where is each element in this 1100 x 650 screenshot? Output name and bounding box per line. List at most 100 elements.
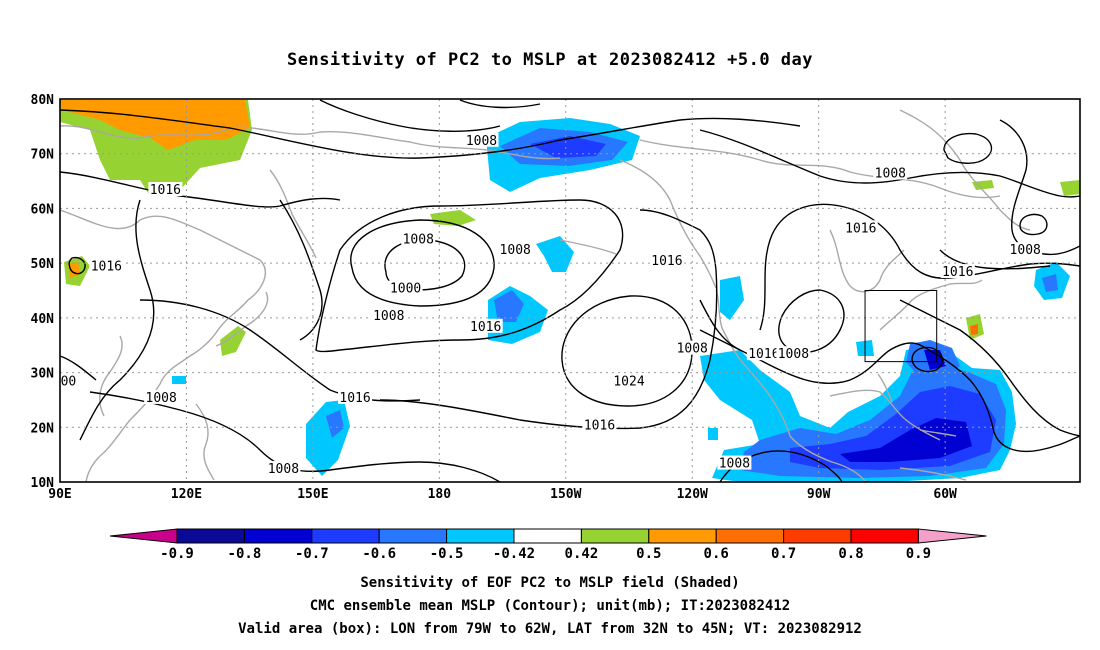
colorbar-label: 0.7 <box>771 546 796 562</box>
contour-label: 1008 <box>1010 243 1041 258</box>
colorbar-cell <box>648 528 717 544</box>
lat-tick-label: 20N <box>31 421 55 436</box>
lat-tick-label: 30N <box>31 367 55 382</box>
caption-line-3: Valid area (box): LON from 79W to 62W, L… <box>238 621 862 637</box>
contour-label: 1008 <box>875 167 906 182</box>
contour-label: 1008 <box>466 134 497 149</box>
map-frame <box>59 98 1081 483</box>
colorbar-cell <box>850 528 919 544</box>
contour-label-bg <box>776 346 811 361</box>
colorbar-cell <box>311 528 380 544</box>
contour-label: 1008 <box>778 347 809 362</box>
lon-tick-label: 120E <box>171 487 202 502</box>
negative-region-small-a <box>172 376 186 384</box>
lat-tick-label: 10N <box>31 476 55 491</box>
lat-tick-label: 60N <box>31 202 55 217</box>
lat-tick-label: 70N <box>31 148 55 163</box>
contour-high-1016 <box>379 209 718 430</box>
contour-1016-nam <box>759 203 1080 331</box>
contour-1016-north <box>60 171 341 208</box>
lat-tick-label: 80N <box>31 93 55 108</box>
colorbar-label: -0.8 <box>228 546 262 562</box>
contour-label-bg <box>148 182 183 197</box>
lon-tick-label: 90E <box>48 487 71 502</box>
coastline-mexico <box>789 435 867 482</box>
contour-label: 1008 <box>677 342 708 357</box>
colorbar-label: -0.7 <box>295 546 329 562</box>
contour-label: 1016 <box>150 183 181 198</box>
contour-label: 1008 <box>146 391 177 406</box>
contour-low-1016 <box>315 199 624 353</box>
positive-region-canada <box>1060 180 1080 196</box>
colorbar-high-arrow <box>917 528 987 544</box>
coastline-alaska <box>619 159 717 289</box>
colorbar-cell <box>176 528 245 544</box>
contour-label-bg <box>266 461 301 476</box>
coastline-japan <box>215 291 269 347</box>
contour-label: 1016 <box>651 254 682 269</box>
colorbar <box>109 528 987 544</box>
contour-label-bg <box>717 455 752 470</box>
negative-region-arctic-core <box>530 136 606 158</box>
coastline-south-america <box>899 467 967 481</box>
contour-label-bg <box>498 242 533 257</box>
contour-1016-baja <box>699 299 741 351</box>
colorbar-cell <box>243 528 313 544</box>
lat-tick-label: 40N <box>31 312 55 327</box>
contour-low-1008 <box>350 219 495 307</box>
contour-label-bg <box>582 417 617 432</box>
caption-line-1: Sensitivity of EOF PC2 to MSLP field (Sh… <box>360 575 740 591</box>
contour-1008-nam <box>699 329 1080 453</box>
latitude-tick-labels: 80N 70N 60N 50N 40N 30N 20N 10N <box>31 93 55 491</box>
colorbar-label: 0.6 <box>704 546 729 562</box>
negative-region-aleutian-core <box>494 290 524 322</box>
coastlines <box>60 109 1031 482</box>
contour-1008-labrador <box>999 119 1080 256</box>
colorbar-cell <box>580 528 650 544</box>
contour-labels: 1008 1008 1016 1008 1008 1016 1008 1016 1016 1000… <box>51 132 1043 477</box>
coastline-florida <box>877 373 893 403</box>
lon-tick-label: 60W <box>933 487 957 502</box>
contour-label: 1016 <box>470 320 501 335</box>
colorbar-label: -0.6 <box>362 546 396 562</box>
coastline-canada-north <box>639 139 1001 199</box>
contour-label-bg <box>940 264 975 279</box>
negative-region-west-pacific-core <box>326 410 344 438</box>
coastline-philippines <box>195 403 215 481</box>
coastline-asia-east <box>60 209 266 482</box>
contour-label: 1000 <box>390 282 421 297</box>
contour-1016-hudson <box>778 289 845 353</box>
contour-label-bg <box>371 307 406 322</box>
colorbar-label: -0.42 <box>493 546 535 562</box>
colorbar-label: -0.5 <box>430 546 464 562</box>
contour-label-bg <box>675 340 710 355</box>
colorbar-cell <box>715 528 785 544</box>
contour-label: 1024 <box>613 375 644 390</box>
coastline-china <box>99 335 123 417</box>
colorbar-label: 0.9 <box>906 546 931 562</box>
contour-1008-ne-atlantic <box>899 299 1080 437</box>
contour-label-bg <box>338 389 373 404</box>
contour-label: 1008 <box>403 232 434 247</box>
caption-line-2: CMC ensemble mean MSLP (Contour); unit(m… <box>309 598 791 614</box>
lat-tick-label: 50N <box>31 257 55 272</box>
valid-area-box <box>864 290 938 363</box>
contour-label: 00 <box>61 375 77 390</box>
contour-label-bg <box>1008 242 1043 257</box>
contour-high-atlantic <box>1019 213 1048 236</box>
longitude-tick-labels: 90E 120E 150E 180 150W 120W 90W 60W <box>48 487 957 502</box>
colorbar-low-arrow <box>109 528 178 544</box>
contour-arctic-inner <box>459 99 541 109</box>
contour-label: 1016 <box>91 260 122 275</box>
coastline-greenland <box>899 109 1031 231</box>
negative-region-caribbean-core <box>840 418 972 462</box>
positive-region-japan <box>220 326 246 356</box>
contour-greenland-small <box>943 132 993 164</box>
coastline-caribbean <box>919 429 957 437</box>
contour-label-bg <box>401 231 436 246</box>
coastline-aleutians <box>559 239 617 255</box>
contour-1008-china <box>60 355 97 381</box>
contour-label: 1008 <box>719 457 750 472</box>
